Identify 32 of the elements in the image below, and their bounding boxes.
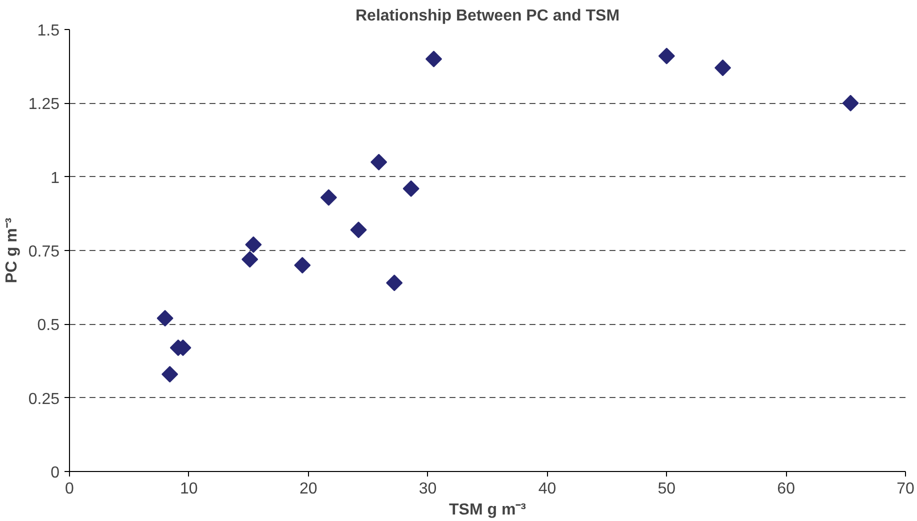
y-tick-label: 1.25 xyxy=(28,96,60,114)
x-tick-label: 0 xyxy=(65,480,74,498)
point xyxy=(658,48,675,64)
x-tick-label: 20 xyxy=(299,480,318,498)
point xyxy=(162,366,178,383)
y-axis-title: PC g m⁻³ xyxy=(3,218,20,284)
point xyxy=(370,154,388,170)
x-tick-label: 70 xyxy=(896,480,914,498)
x-tick-label: 30 xyxy=(418,480,437,498)
point xyxy=(425,50,442,68)
point xyxy=(842,94,859,112)
y-tick-label: 0 xyxy=(50,464,60,482)
point xyxy=(714,60,732,76)
y-tick-label: 1 xyxy=(50,170,60,187)
point xyxy=(242,251,258,268)
x-tick-label: 60 xyxy=(777,480,796,498)
point xyxy=(402,180,420,197)
y-tick-label: 0.5 xyxy=(37,317,60,334)
y-tick-label: 0.75 xyxy=(28,244,60,260)
y-tick-label: 1.5 xyxy=(37,22,60,40)
x-tick-label: 40 xyxy=(538,480,556,498)
y-tick-label: 0.25 xyxy=(28,390,60,408)
point xyxy=(350,222,367,238)
point xyxy=(245,236,262,253)
point xyxy=(320,189,337,206)
x-axis-title: TSM g m⁻³ xyxy=(449,502,526,518)
point xyxy=(386,274,403,292)
chart-title: Relationship Between PC and TSM xyxy=(355,8,620,24)
x-tick-label: 10 xyxy=(180,480,198,498)
point xyxy=(294,256,311,274)
point xyxy=(156,310,174,327)
x-tick-label: 50 xyxy=(658,480,676,498)
